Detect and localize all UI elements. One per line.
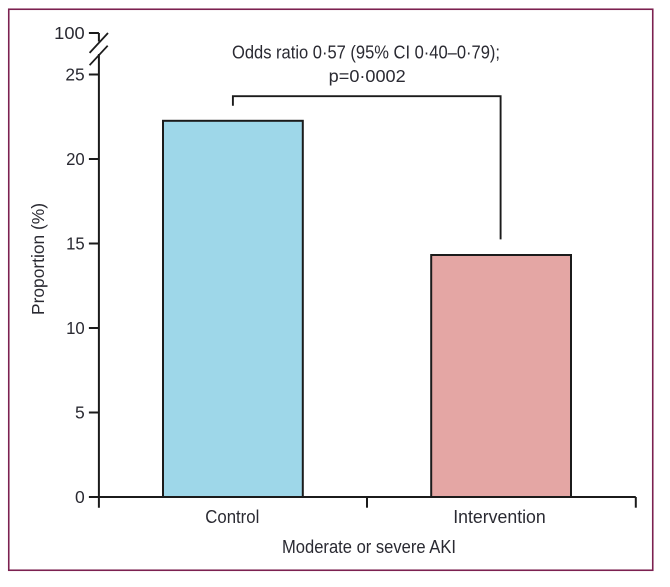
svg-text:Intervention: Intervention	[453, 507, 546, 527]
svg-text:p=0·0002: p=0·0002	[329, 66, 406, 86]
svg-text:Control: Control	[205, 507, 259, 527]
svg-text:Proportion (%): Proportion (%)	[28, 203, 48, 315]
svg-text:15: 15	[66, 233, 85, 253]
svg-text:100: 100	[54, 23, 85, 43]
svg-text:25: 25	[65, 64, 84, 84]
svg-text:10: 10	[66, 318, 85, 338]
svg-text:0: 0	[75, 487, 85, 507]
svg-text:Odds ratio 0·57 (95% CI 0·40–0: Odds ratio 0·57 (95% CI 0·40–0·79);	[232, 42, 500, 62]
svg-text:5: 5	[75, 402, 85, 422]
svg-text:Moderate or severe AKI: Moderate or severe AKI	[282, 537, 456, 557]
svg-text:20: 20	[66, 149, 85, 169]
